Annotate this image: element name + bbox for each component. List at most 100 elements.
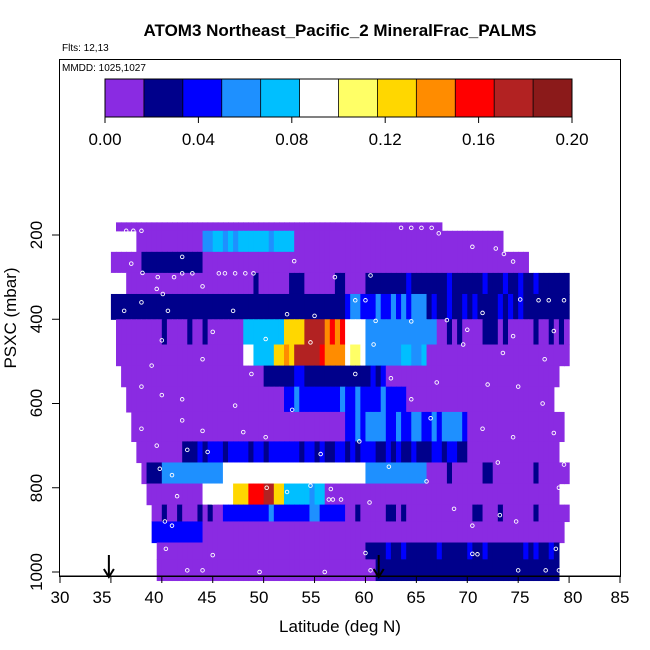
measurement-point [322, 569, 327, 575]
heatmap-cell [238, 272, 244, 295]
heatmap-cell [243, 251, 249, 274]
heatmap-cell [222, 542, 229, 560]
heatmap-cell [508, 483, 514, 506]
heatmap-cell [375, 411, 382, 443]
heatmap-cell [166, 483, 173, 506]
heatmap-cell [487, 462, 494, 485]
heatmap-cell [533, 344, 540, 367]
heatmap-cell [477, 386, 484, 413]
heatmap-cell [182, 483, 188, 506]
measurement-point [139, 426, 144, 432]
heatmap-cell [502, 441, 509, 464]
heatmap-cell [314, 521, 321, 544]
heatmap-cell [289, 293, 295, 320]
heatmap-cell [436, 272, 443, 295]
heatmap-cell [548, 272, 555, 295]
heatmap-cell [324, 272, 331, 295]
heatmap-cell [375, 293, 382, 320]
heatmap-cell [258, 462, 265, 485]
heatmap-cell [446, 230, 453, 253]
heatmap-cell [222, 344, 229, 367]
heatmap-cell [472, 293, 479, 320]
heatmap-cell [314, 293, 321, 320]
heatmap-cell [558, 319, 565, 346]
heatmap-cell [136, 272, 143, 295]
heatmap-cell [497, 293, 504, 320]
heatmap-cell [289, 251, 295, 274]
heatmap-cell [416, 344, 423, 367]
heatmap-cell [446, 293, 453, 320]
heatmap-cell [217, 386, 224, 413]
heatmap-cell [508, 542, 514, 560]
heatmap-cell [212, 411, 219, 443]
heatmap-cell [518, 411, 524, 443]
heatmap-cell [477, 319, 484, 346]
heatmap-cell [355, 386, 361, 413]
heatmap-cell [462, 559, 468, 582]
heatmap-cell [172, 521, 178, 544]
heatmap-cell [182, 542, 188, 560]
measurement-point [500, 350, 506, 356]
heatmap-cell [136, 293, 143, 320]
measurement-point [185, 447, 190, 453]
heatmap-cell [289, 319, 295, 346]
colorbar-segment [260, 79, 301, 117]
heatmap-cell [518, 462, 524, 485]
heatmap-cell [243, 504, 249, 523]
heatmap-cell [146, 365, 153, 388]
heatmap-cell [146, 222, 153, 232]
heatmap-cell [538, 504, 545, 523]
heatmap-cell [345, 504, 351, 523]
heatmap-cell [166, 344, 173, 367]
x-tick-label: 45 [198, 588, 217, 607]
heatmap-cell [436, 344, 443, 367]
heatmap-cell [212, 344, 219, 367]
heatmap-cell [467, 521, 473, 544]
heatmap-cell [416, 521, 423, 544]
heatmap-cell [304, 559, 311, 582]
heatmap-cell [334, 411, 341, 443]
heatmap-cell [446, 441, 453, 464]
heatmap-cell [314, 386, 321, 413]
heatmap-cell [523, 441, 529, 464]
heatmap-cell [294, 222, 300, 232]
heatmap-cell [401, 411, 407, 443]
heatmap-cell [411, 293, 417, 320]
heatmap-cell [238, 386, 244, 413]
heatmap-cell [492, 230, 499, 253]
heatmap-cell [233, 230, 239, 253]
heatmap-cell [441, 251, 448, 274]
heatmap-cell [126, 272, 132, 295]
heatmap-cell [161, 222, 168, 232]
heatmap-cell [268, 483, 275, 506]
heatmap-cell [314, 441, 321, 464]
heatmap-cell [314, 411, 321, 443]
heatmap-cell [431, 411, 438, 443]
heatmap-cell [202, 441, 209, 464]
heatmap-cell [258, 411, 265, 443]
heatmap-cell [334, 230, 341, 253]
heatmap-cell [233, 222, 239, 232]
heatmap-cell [426, 462, 433, 485]
heatmap-cell [533, 272, 540, 295]
heatmap-cell [441, 272, 448, 295]
heatmap-cell [467, 411, 473, 443]
heatmap-cell [131, 365, 137, 388]
heatmap-cell [268, 230, 275, 253]
heatmap-cell [334, 386, 341, 413]
heatmap-cell [334, 344, 341, 367]
heatmap-cell [187, 483, 193, 506]
heatmap-cell [497, 365, 504, 388]
heatmap-cell [390, 462, 397, 485]
measurement-point [291, 258, 297, 264]
heatmap-cell [217, 559, 224, 582]
heatmap-cell [146, 293, 153, 320]
measurement-point [470, 244, 475, 250]
heatmap-cell [197, 483, 204, 506]
heatmap-cell [385, 230, 392, 253]
heatmap-cell [411, 504, 417, 523]
heatmap-cell [248, 230, 255, 253]
heatmap-cell [263, 411, 270, 443]
heatmap-cell [161, 542, 168, 560]
heatmap-cell [187, 521, 193, 544]
